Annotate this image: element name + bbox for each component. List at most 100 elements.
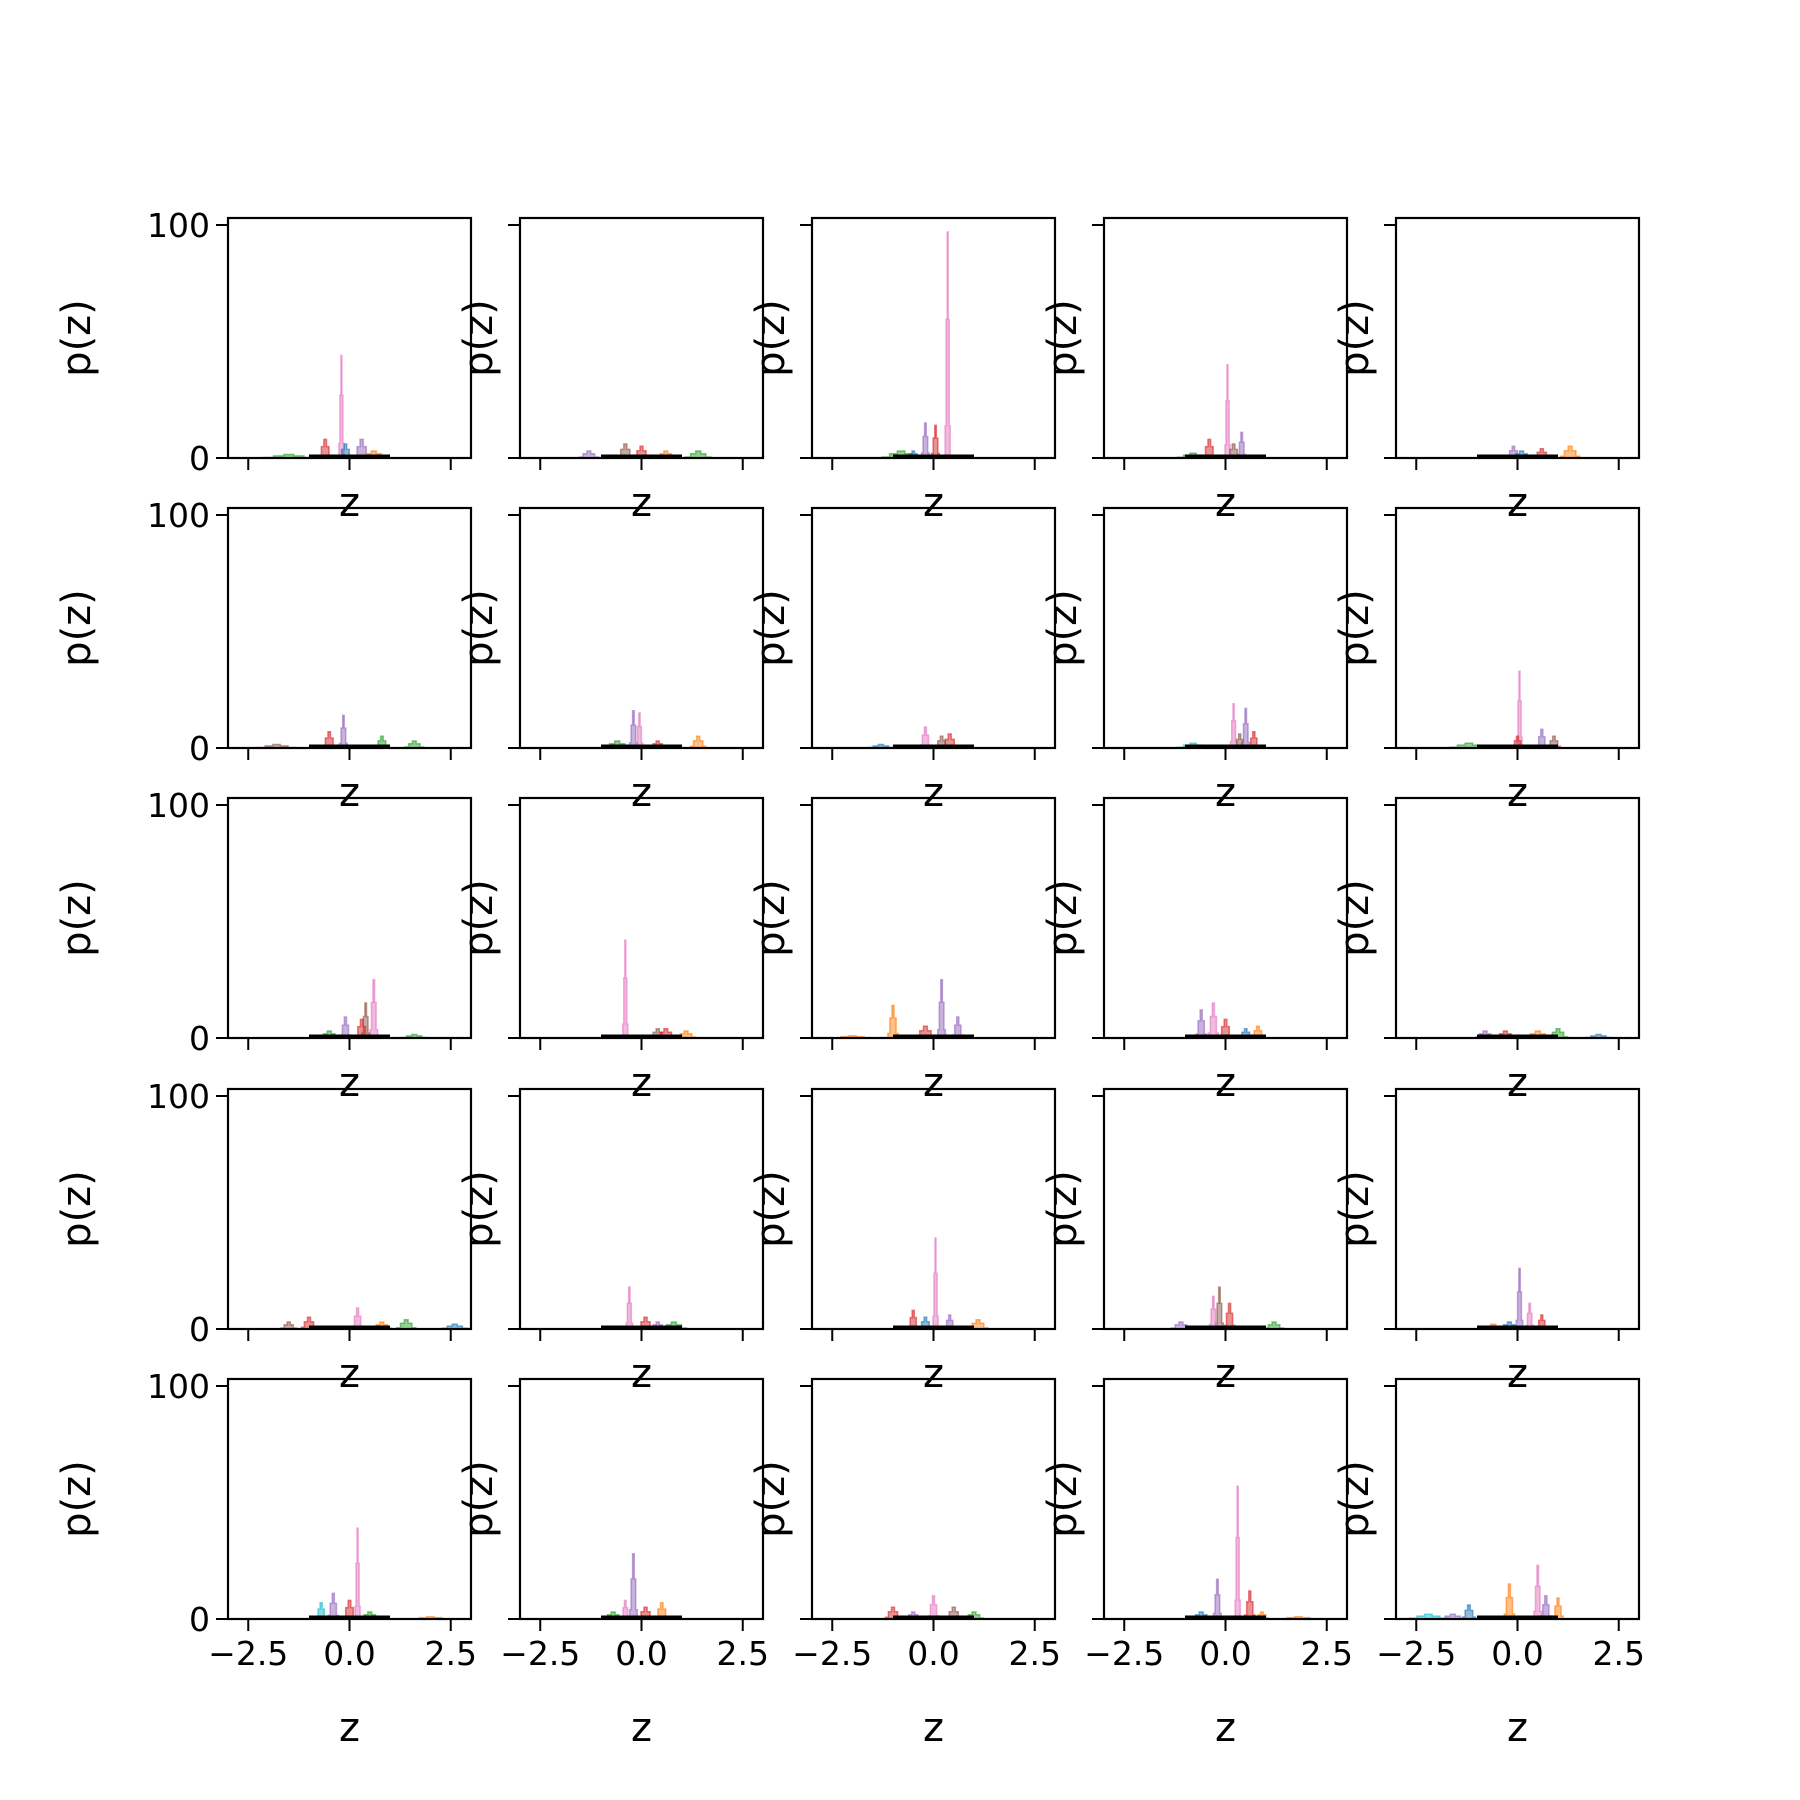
histogram-marks <box>1474 1267 1558 1329</box>
histogram-peak-pink <box>943 231 952 458</box>
histogram-peak-pink <box>624 1286 635 1329</box>
axes-frame <box>1102 796 1349 1040</box>
x-tick-label: −2.5 <box>1376 1634 1456 1673</box>
y-tick-label: 0 <box>189 1019 210 1058</box>
x-axis-label: z <box>1507 480 1528 526</box>
histogram-marks <box>253 354 393 458</box>
histogram-peak-pink <box>1233 1485 1242 1619</box>
x-tick-label: 2.5 <box>1593 1634 1645 1673</box>
histogram-peak-orange <box>686 735 710 748</box>
histogram-peak-pink <box>1531 1564 1544 1619</box>
y-axis-label: p(z) <box>456 879 502 957</box>
y-tick-label: 100 <box>147 1077 210 1116</box>
y-tick-label: 100 <box>147 1367 210 1406</box>
x-axis-label: z <box>1507 770 1528 816</box>
histogram-peak-pink <box>353 1527 362 1619</box>
x-axis-label: z <box>923 1060 944 1106</box>
histogram-peak-pink <box>337 354 346 458</box>
x-axis-label: z <box>631 1705 652 1751</box>
histogram-marks <box>1441 670 1564 748</box>
subplot-r4-c2: −2.5 0.0 2.5 z p(z) <box>748 1377 1061 1751</box>
y-axis-label: p(z) <box>54 299 100 377</box>
subplot-r2-c1: z p(z) <box>456 796 765 1106</box>
x-tick-label: 2.5 <box>717 1634 769 1673</box>
y-axis-label: p(z) <box>748 879 794 957</box>
y-axis-label: p(z) <box>1040 299 1086 377</box>
histogram-marks <box>1400 1564 1566 1619</box>
x-axis-label: z <box>1215 480 1236 526</box>
x-axis-label: z <box>631 770 652 816</box>
subplot-r3-c2: z p(z) <box>748 1087 1057 1397</box>
subplot-r0-c2: z p(z) <box>748 216 1057 526</box>
axes-frame <box>226 796 473 1040</box>
axes-frame <box>518 1377 765 1621</box>
axes-frame <box>1394 1377 1641 1621</box>
y-axis-label: p(z) <box>456 589 502 667</box>
subplot-r4-c3: −2.5 0.0 2.5 z p(z) <box>1040 1377 1353 1751</box>
histogram-peak-pink <box>931 1237 940 1329</box>
histogram-peak-purple <box>1211 1578 1224 1619</box>
subplot-r1-c2: z p(z) <box>748 506 1057 816</box>
axes-frame <box>226 1087 473 1331</box>
x-axis-label: z <box>1215 1351 1236 1397</box>
x-axis-label: z <box>1215 1705 1236 1751</box>
subplot-r4-c1: −2.5 0.0 2.5 z p(z) <box>456 1377 769 1751</box>
x-tick-label: −2.5 <box>208 1634 288 1673</box>
x-tick-label: 0.0 <box>907 1634 959 1673</box>
y-tick-label: 100 <box>147 206 210 245</box>
histogram-peak-orange <box>1556 445 1585 458</box>
histogram-peak-purple <box>1193 1009 1210 1038</box>
x-tick-label: 0.0 <box>1199 1634 1251 1673</box>
y-axis-label: p(z) <box>1332 1170 1378 1248</box>
axes-frame <box>1102 1087 1349 1331</box>
y-axis-label: p(z) <box>54 1460 100 1538</box>
histogram-marks <box>873 231 974 458</box>
axes-frame <box>226 506 473 750</box>
axes-frame <box>810 796 1057 1040</box>
histogram-marks <box>881 1594 989 1619</box>
axes-frame <box>518 796 765 1040</box>
subplot-r3-c0: 0 100 z p(z) <box>54 1077 473 1397</box>
subplot-r0-c1: z p(z) <box>456 216 765 526</box>
x-axis-label: z <box>339 1351 360 1397</box>
y-axis-label: p(z) <box>1332 1460 1378 1538</box>
y-axis-label: p(z) <box>54 1170 100 1248</box>
histogram-peak-pink <box>620 939 630 1038</box>
y-axis-label: p(z) <box>748 589 794 667</box>
histogram-marks <box>601 1286 693 1329</box>
x-axis-label: z <box>1215 1060 1236 1106</box>
x-tick-label: −2.5 <box>792 1634 872 1673</box>
x-axis-label: z <box>339 1705 360 1751</box>
x-tick-label: −2.5 <box>1084 1634 1164 1673</box>
y-tick-label: 100 <box>147 496 210 535</box>
x-axis-label: z <box>339 1060 360 1106</box>
axes-frame <box>1394 216 1641 460</box>
histogram-marks <box>893 1237 993 1329</box>
histogram-marks <box>249 714 429 748</box>
subplot-r1-c4: z p(z) <box>1332 506 1641 816</box>
histogram-marks <box>1470 1027 1617 1038</box>
histogram-peak-pink <box>1523 1302 1536 1329</box>
subplot-r1-c1: z p(z) <box>456 506 765 816</box>
y-axis-label: p(z) <box>456 299 502 377</box>
histogram-peak-pink <box>367 978 380 1038</box>
x-axis-label: z <box>339 480 360 526</box>
histogram-peak-green <box>392 1318 421 1329</box>
histogram-peak-purple <box>627 1553 640 1619</box>
y-axis-label: p(z) <box>1332 299 1378 377</box>
y-axis-label: p(z) <box>1040 1460 1086 1538</box>
histogram-marks <box>601 939 701 1038</box>
histogram-peak-purple <box>919 422 932 458</box>
axes-frame <box>518 1087 765 1331</box>
subplot-r3-c4: z p(z) <box>1332 1087 1641 1397</box>
y-tick-label: 0 <box>189 1600 210 1639</box>
x-axis-label: z <box>339 770 360 816</box>
histogram-marks <box>1170 702 1266 748</box>
x-axis-label: z <box>1507 1351 1528 1397</box>
y-axis-label: p(z) <box>1332 879 1378 957</box>
axes-frame <box>518 216 765 460</box>
histogram-marks <box>863 726 974 748</box>
histogram-peak-orange <box>885 1004 901 1038</box>
y-axis-label: p(z) <box>1332 589 1378 667</box>
x-axis-label: z <box>1507 1705 1528 1751</box>
